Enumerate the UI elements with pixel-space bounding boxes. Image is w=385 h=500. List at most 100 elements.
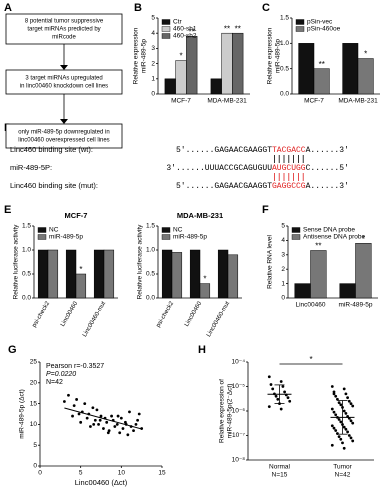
seed: TACGACC	[272, 146, 306, 155]
y-tick-label: 1.5	[280, 15, 289, 22]
y-tick-label: 0.0	[146, 295, 155, 302]
y-tick-label: 3	[151, 45, 155, 52]
significance: *	[364, 50, 367, 59]
point	[77, 412, 81, 416]
legend-label: Sense DNA probe	[303, 227, 355, 234]
seed: GAGGCCG	[272, 182, 306, 191]
x-tick-label: psi-check2	[156, 300, 176, 328]
y-tick-label: 0	[281, 295, 285, 302]
panel-letter: E	[4, 204, 11, 216]
point	[330, 385, 334, 388]
y-axis-label: miR-489-5p	[141, 39, 148, 73]
point	[330, 407, 334, 411]
significance: *	[309, 355, 312, 364]
y-tick-label: 5	[33, 442, 37, 449]
point	[95, 408, 99, 412]
point	[351, 439, 355, 443]
bar	[232, 32, 244, 95]
flow-text: 3 target miRNAs upregulated	[25, 76, 102, 82]
y-tick-label: 1.5	[146, 223, 155, 230]
legend-swatch	[161, 33, 171, 39]
point	[344, 427, 348, 431]
significance: **	[235, 24, 241, 33]
point	[349, 436, 353, 440]
legend-label: pSin-460oe	[307, 26, 341, 33]
legend-swatch	[161, 227, 171, 233]
sequence: 5'......GAGAACGAAGGT	[176, 182, 272, 191]
point	[106, 431, 110, 435]
point	[128, 410, 131, 414]
bar	[313, 68, 330, 95]
point	[71, 414, 74, 418]
point	[75, 398, 78, 401]
point	[93, 418, 97, 422]
point	[126, 433, 130, 437]
point	[269, 383, 273, 386]
point	[337, 401, 341, 405]
bar	[189, 249, 201, 299]
y-tick-label: 15	[30, 400, 38, 407]
bar	[37, 249, 49, 299]
point	[337, 418, 341, 421]
trend-line	[64, 407, 142, 430]
significance: **	[319, 60, 325, 69]
flow-text: in linc00460 knockdown cell lines	[20, 84, 108, 90]
bar	[355, 243, 372, 299]
bar	[75, 273, 87, 299]
row-label: miR-489-5P:	[10, 163, 52, 172]
significance: **	[224, 24, 230, 33]
y-tick-label: 4	[281, 237, 285, 244]
flow-text: linc00460 overexpressed cell lines	[18, 138, 109, 144]
legend-label: Antisense DNA probe	[303, 234, 366, 241]
point	[347, 434, 351, 437]
seed: AUGCUGG	[272, 164, 306, 173]
point	[342, 425, 346, 429]
bar	[171, 252, 183, 299]
point	[99, 414, 103, 418]
y-tick-label: 1.0	[280, 40, 289, 47]
y-tick-label: 10⁻⁶	[232, 408, 246, 415]
x-tick-label: Tumor	[333, 464, 352, 471]
flow-text: 8 potential tumor suppressive	[25, 19, 104, 25]
y-tick-label: 5	[281, 223, 285, 230]
point	[339, 403, 343, 407]
y-tick-label: 1.0	[146, 247, 155, 254]
point	[342, 387, 346, 391]
point	[98, 418, 102, 422]
point	[334, 394, 338, 398]
point	[344, 392, 348, 396]
flow-text: target miRNAs predicted by	[27, 27, 100, 33]
y-tick-label: 3	[281, 252, 285, 259]
point	[113, 425, 117, 428]
flow-text: miRcode	[52, 35, 76, 41]
x-tick-note: N=15	[272, 472, 288, 479]
bar	[199, 283, 211, 299]
bar	[294, 283, 311, 299]
x-tick-label: MCF-7	[304, 98, 324, 105]
point	[67, 393, 70, 397]
y-axis-label: Relative expression of	[219, 379, 226, 443]
point	[283, 390, 286, 394]
point	[111, 418, 115, 422]
point	[288, 399, 292, 403]
y-tick-label: 10⁻⁵	[232, 383, 246, 390]
legend-label: Ctr	[173, 19, 183, 26]
x-tick-label: Linc00460	[184, 300, 203, 328]
bar	[221, 32, 233, 95]
point	[83, 402, 87, 405]
sequence: C......5'	[306, 164, 349, 173]
y-tick-label: 0.5	[22, 271, 31, 278]
bar	[217, 249, 229, 299]
significance: *	[179, 52, 182, 61]
x-tick-label: Linc00460-mut	[206, 301, 231, 339]
x-tick-label: MDA-MB-231	[207, 98, 247, 105]
bar	[342, 43, 359, 95]
point	[80, 410, 84, 414]
point	[346, 430, 349, 434]
panel-letter: A	[4, 2, 12, 14]
point	[92, 423, 96, 426]
y-axis-label: Relative expression	[133, 27, 140, 84]
panel-letter: C	[262, 2, 270, 14]
legend-label: pSin-vec	[307, 19, 333, 26]
x-tick-label: MCF-7	[171, 98, 191, 105]
